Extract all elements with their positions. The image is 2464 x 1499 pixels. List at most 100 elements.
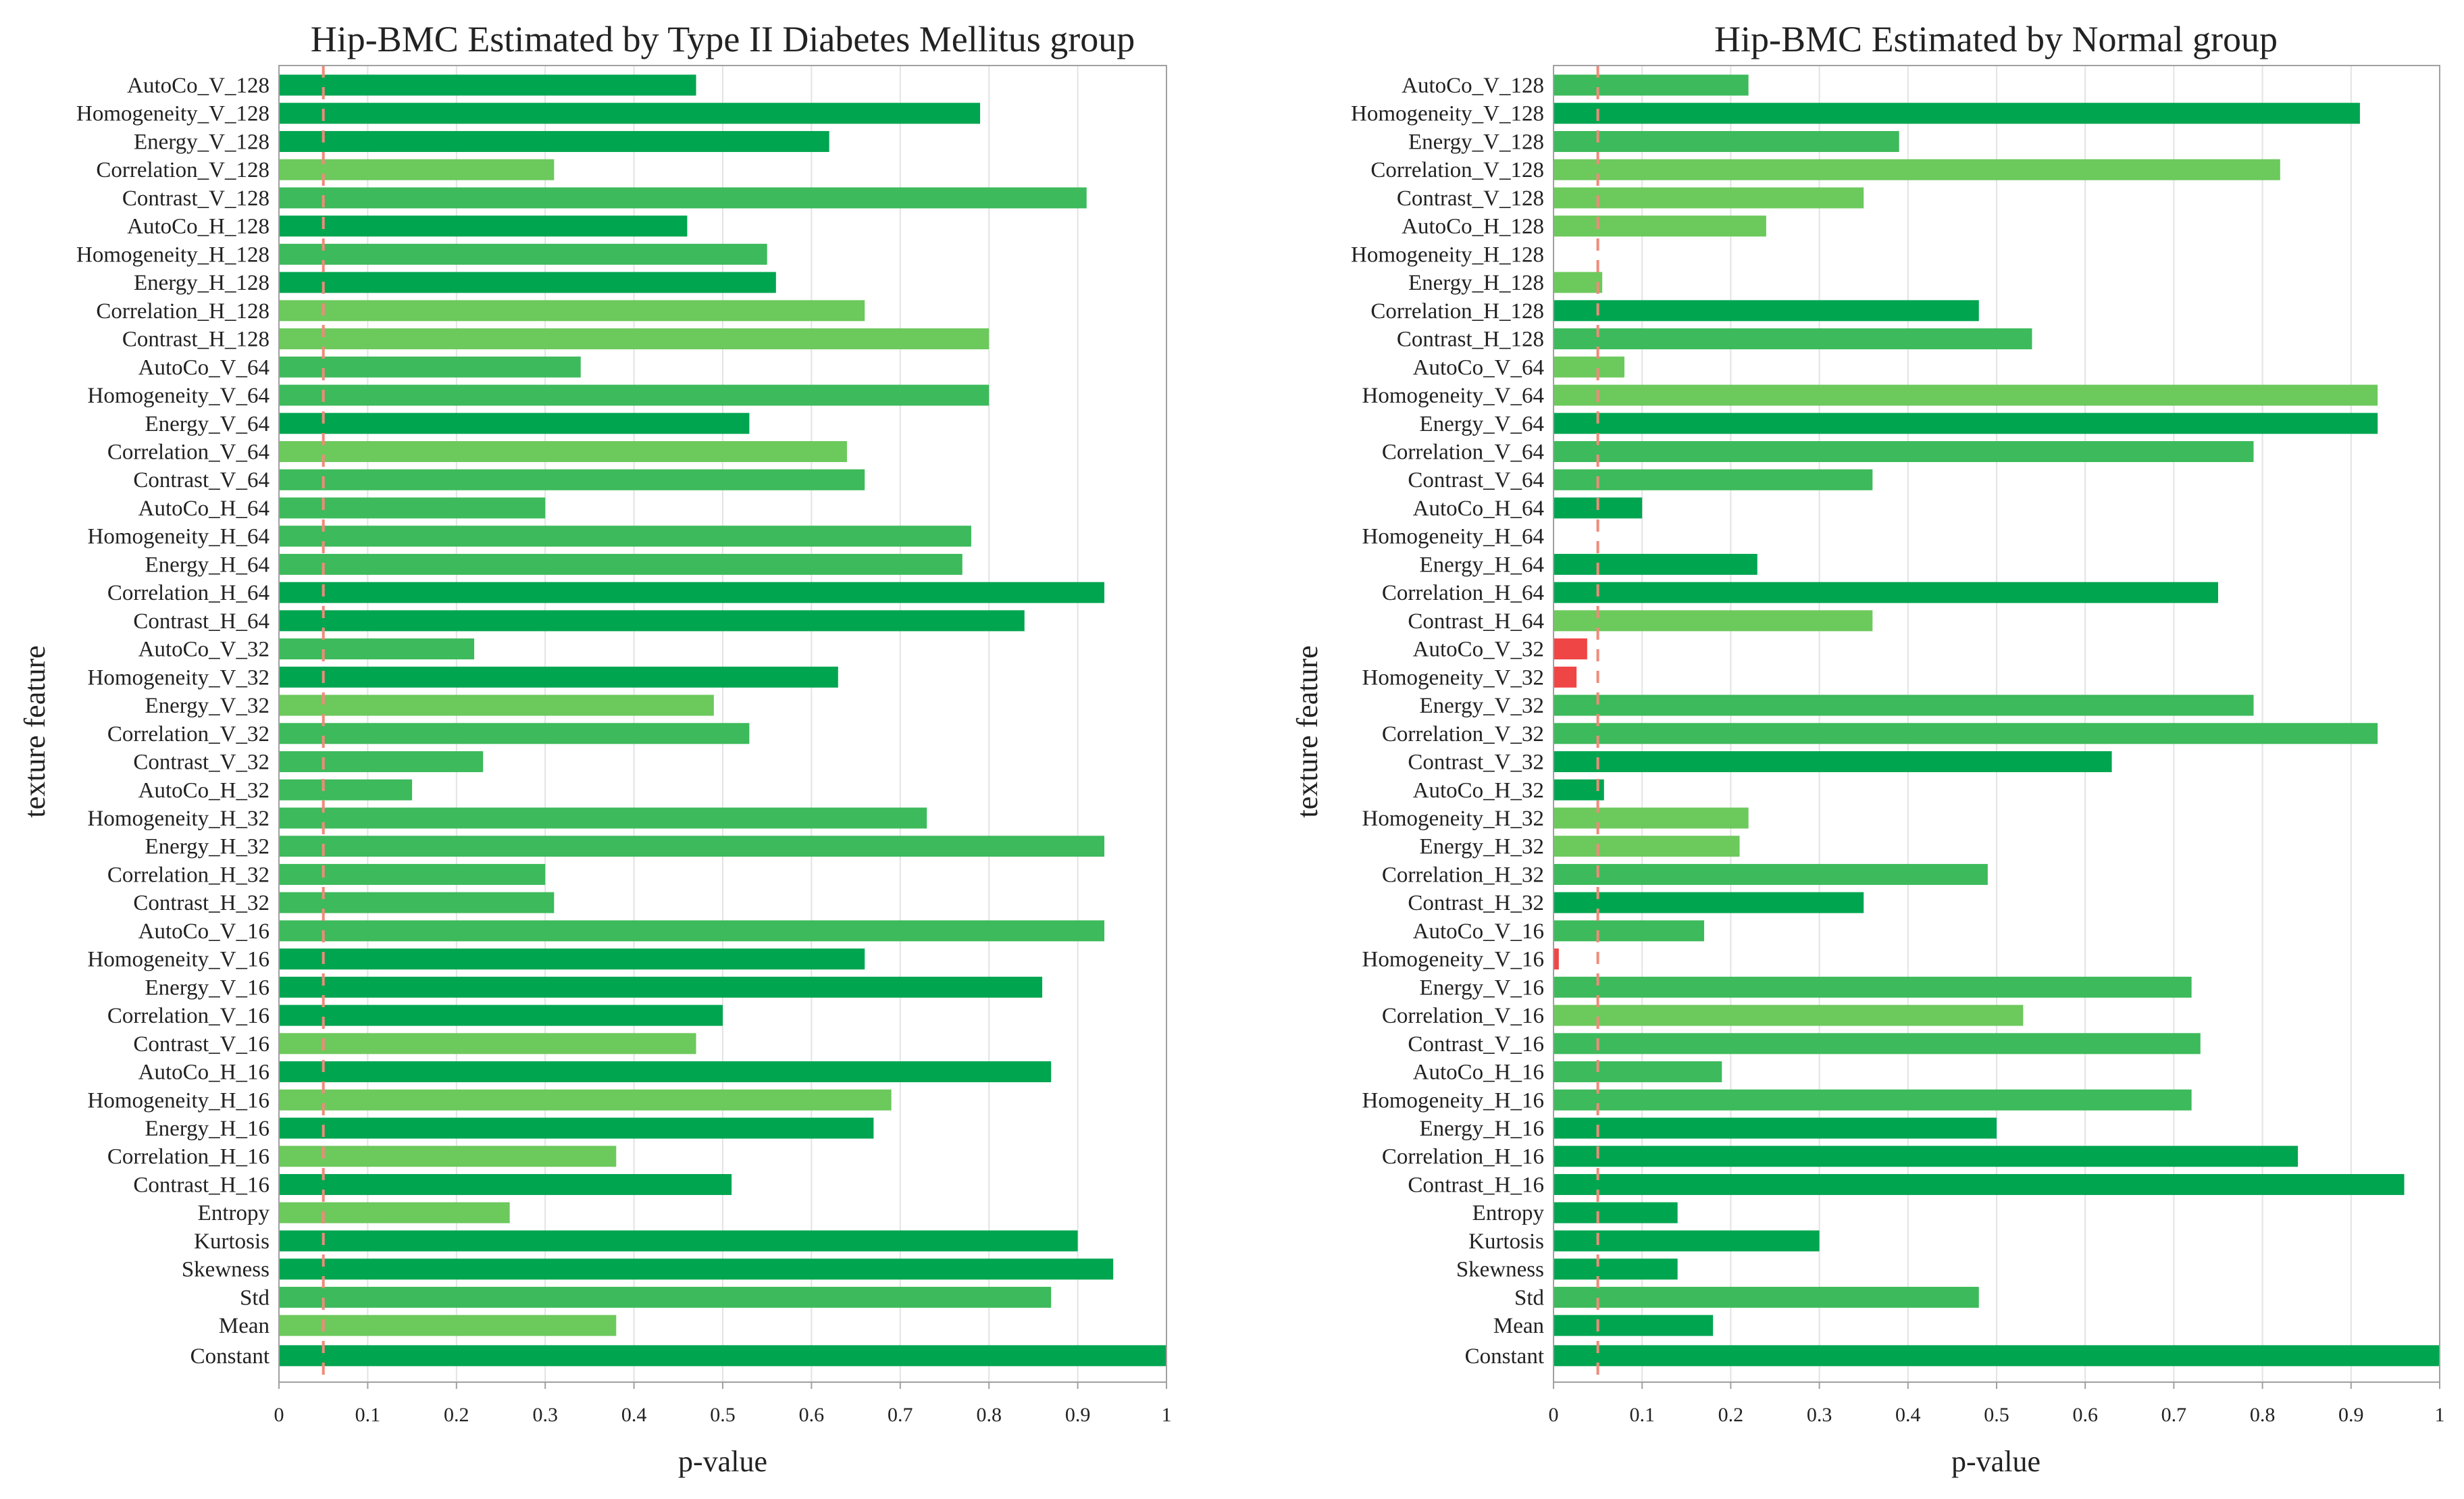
category-label: AutoCo_V_32 [138,638,270,662]
bar-correlation-h-16 [279,1146,617,1167]
category-label: Correlation_H_128 [96,299,270,324]
bar-energy-h-32 [1554,836,1740,857]
category-label: Correlation_V_32 [107,722,270,746]
x-tick-label: 0.3 [1807,1404,1832,1426]
bar-entropy [279,1202,510,1223]
category-label: AutoCo_H_128 [127,215,270,239]
category-label: Homogeneity_V_16 [1362,948,1544,972]
bar-correlation-h-32 [1554,863,1988,885]
category-label: Homogeneity_H_32 [1362,807,1544,831]
bar-homogeneity-v-32 [279,666,838,688]
bar-energy-h-16 [279,1117,874,1139]
bar-energy-h-64 [1554,553,1757,575]
category-label: Energy_H_128 [134,271,270,295]
category-label: Energy_H_32 [145,835,270,859]
bar-energy-h-32 [279,836,1105,857]
category-labels: AutoCo_V_128 Homogeneity_V_128 Energy_V_12… [1351,74,1544,1369]
category-label: AutoCo_H_64 [1413,497,1544,521]
category-label: Homogeneity_H_32 [88,807,270,831]
category-label: Homogeneity_H_64 [1362,525,1544,549]
bar-autoco-v-16 [1554,920,1705,942]
bar-homogeneity-v-32 [1554,666,1577,688]
bar-autoco-v-32 [1554,638,1587,660]
category-label: Constant [190,1344,270,1369]
x-tick-label: 0.9 [2338,1404,2364,1426]
category-label: Energy_V_32 [1419,694,1544,718]
chart-panel-normal: Hip-BMC Estimated by Normal group AutoCo… [1291,19,2445,1478]
bar-correlation-h-128 [1554,300,1979,322]
category-label: Energy_H_128 [1408,271,1544,295]
bar-contrast-h-16 [279,1173,732,1195]
category-label: Contrast_V_128 [122,186,270,211]
x-tick-label: 0 [1549,1404,1559,1426]
category-label: Contrast_H_32 [1408,891,1544,915]
x-tick-label: 0.5 [710,1404,736,1426]
category-label: AutoCo_V_16 [1413,919,1544,944]
bar-autoco-v-16 [279,920,1105,942]
bar-homogeneity-v-128 [1554,103,2360,124]
category-label: Homogeneity_V_128 [76,102,270,126]
category-label: Mean [1493,1314,1544,1338]
y-axis-title: texture feature [1291,645,1324,817]
bar-correlation-h-128 [279,300,865,322]
bar-autoco-v-64 [1554,356,1624,378]
category-label: Energy_H_64 [145,553,270,577]
category-label: Correlation_H_16 [1382,1145,1544,1169]
bar-correlation-v-64 [1554,440,2254,462]
x-tick-label: 0 [274,1404,284,1426]
chart-title: Hip-BMC Estimated by Normal group [1714,19,2278,59]
bar-correlation-v-32 [279,723,750,744]
bar-contrast-v-64 [1554,469,1873,490]
category-label: Contrast_V_32 [133,751,270,775]
category-label: Mean [219,1314,270,1338]
category-label: Correlation_V_64 [107,440,270,464]
category-label: Homogeneity_H_128 [76,243,270,267]
x-tick-label: 0.7 [2161,1404,2187,1426]
category-label: Correlation_V_16 [107,1004,270,1028]
bar-std [1554,1286,1979,1308]
bar-contrast-v-128 [279,187,1087,209]
x-tick-label: 0.7 [888,1404,913,1426]
bar-autoco-v-128 [279,74,696,96]
bar-correlation-h-64 [1554,582,2218,603]
category-label: AutoCo_H_32 [138,778,270,803]
category-label: AutoCo_V_16 [138,919,270,944]
category-label: AutoCo_V_64 [1413,355,1544,380]
category-label: Contrast_V_32 [1408,751,1544,775]
bar-contrast-h-128 [1554,328,2032,350]
bar-mean [1554,1315,1714,1336]
bar-energy-h-128 [279,272,776,293]
chart-title: Hip-BMC Estimated by Type II Diabetes Me… [311,19,1135,59]
bar-homogeneity-h-64 [279,526,971,547]
bar-contrast-v-32 [279,751,484,773]
bar-energy-v-16 [279,976,1043,998]
bar-energy-v-32 [1554,694,2254,716]
bar-contrast-h-32 [1554,892,1864,913]
category-label: AutoCo_H_32 [1413,778,1544,803]
bar-homogeneity-v-128 [279,103,981,124]
bar-correlation-h-32 [279,863,546,885]
category-label: Energy_V_16 [145,975,270,1000]
bar-contrast-v-16 [1554,1033,2201,1055]
bars [1554,74,2440,1367]
category-label: Contrast_H_128 [1397,328,1544,352]
bar-correlation-h-64 [279,582,1105,603]
category-label: Contrast_H_64 [133,609,270,634]
bar-energy-v-64 [1554,413,2378,434]
category-label: AutoCo_V_32 [1413,638,1544,662]
category-label: AutoCo_V_128 [127,74,270,98]
y-axis-title: texture feature [18,645,51,817]
category-label: Contrast_H_64 [1408,609,1544,634]
category-label: AutoCo_H_16 [1413,1061,1544,1085]
bar-skewness [1554,1259,1678,1280]
bar-homogeneity-v-16 [279,948,865,970]
bar-contrast-v-64 [279,469,865,490]
category-label: Correlation_V_128 [96,158,270,182]
bar-correlation-v-16 [1554,1005,2024,1026]
bar-homogeneity-h-32 [1554,807,1749,829]
x-tick-labels: 0 0.1 0.2 0.3 0.4 0.5 0.6 0.7 0.8 0.9 1 [274,1382,1172,1426]
bar-correlation-v-32 [1554,723,2378,744]
x-tick-label: 0.9 [1065,1404,1091,1426]
x-tick-label: 0.8 [976,1404,1002,1426]
